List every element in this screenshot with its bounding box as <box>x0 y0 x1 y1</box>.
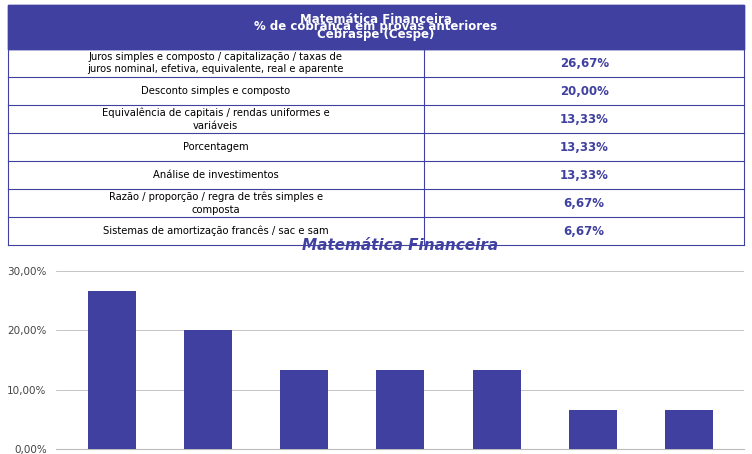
Bar <box>88 291 136 449</box>
Text: Cebraspe (Cespe): Cebraspe (Cespe) <box>317 28 435 41</box>
Bar <box>472 370 520 449</box>
Bar <box>377 370 424 449</box>
Text: Equivalência de capitais / rendas uniformes e
variáveis: Equivalência de capitais / rendas unifor… <box>102 108 329 131</box>
Bar <box>8 133 744 161</box>
Bar <box>569 410 617 449</box>
Bar <box>8 77 744 105</box>
Bar <box>8 189 744 217</box>
Bar <box>8 217 744 245</box>
Text: 13,33%: 13,33% <box>559 168 608 182</box>
Text: 13,33%: 13,33% <box>559 113 608 126</box>
Text: Juros simples e composto / capitalização / taxas de
juros nominal, efetiva, equi: Juros simples e composto / capitalização… <box>87 52 344 74</box>
Text: Análise de investimentos: Análise de investimentos <box>153 170 278 180</box>
Text: 13,33%: 13,33% <box>559 141 608 153</box>
Bar <box>8 161 744 189</box>
Bar <box>184 330 232 449</box>
Text: Matemática Financeira: Matemática Financeira <box>300 13 452 25</box>
Text: Porcentagem: Porcentagem <box>183 142 248 152</box>
Text: 26,67%: 26,67% <box>559 57 609 69</box>
Bar <box>8 5 744 49</box>
Bar <box>280 370 329 449</box>
Text: Razão / proporção / regra de três simples e
composta: Razão / proporção / regra de três simple… <box>108 192 323 215</box>
Bar <box>8 49 744 77</box>
Text: % de cobrança em provas anteriores: % de cobrança em provas anteriores <box>254 20 498 33</box>
Title: Matemática Financeira: Matemática Financeira <box>302 238 499 253</box>
Bar <box>8 105 744 133</box>
Text: Sistemas de amortização francês / sac e sam: Sistemas de amortização francês / sac e … <box>103 226 329 237</box>
Bar <box>8 5 744 49</box>
Bar <box>665 410 713 449</box>
Text: Desconto simples e composto: Desconto simples e composto <box>141 86 290 96</box>
Text: 6,67%: 6,67% <box>564 197 605 210</box>
Text: 6,67%: 6,67% <box>564 225 605 237</box>
Text: 20,00%: 20,00% <box>559 84 608 98</box>
